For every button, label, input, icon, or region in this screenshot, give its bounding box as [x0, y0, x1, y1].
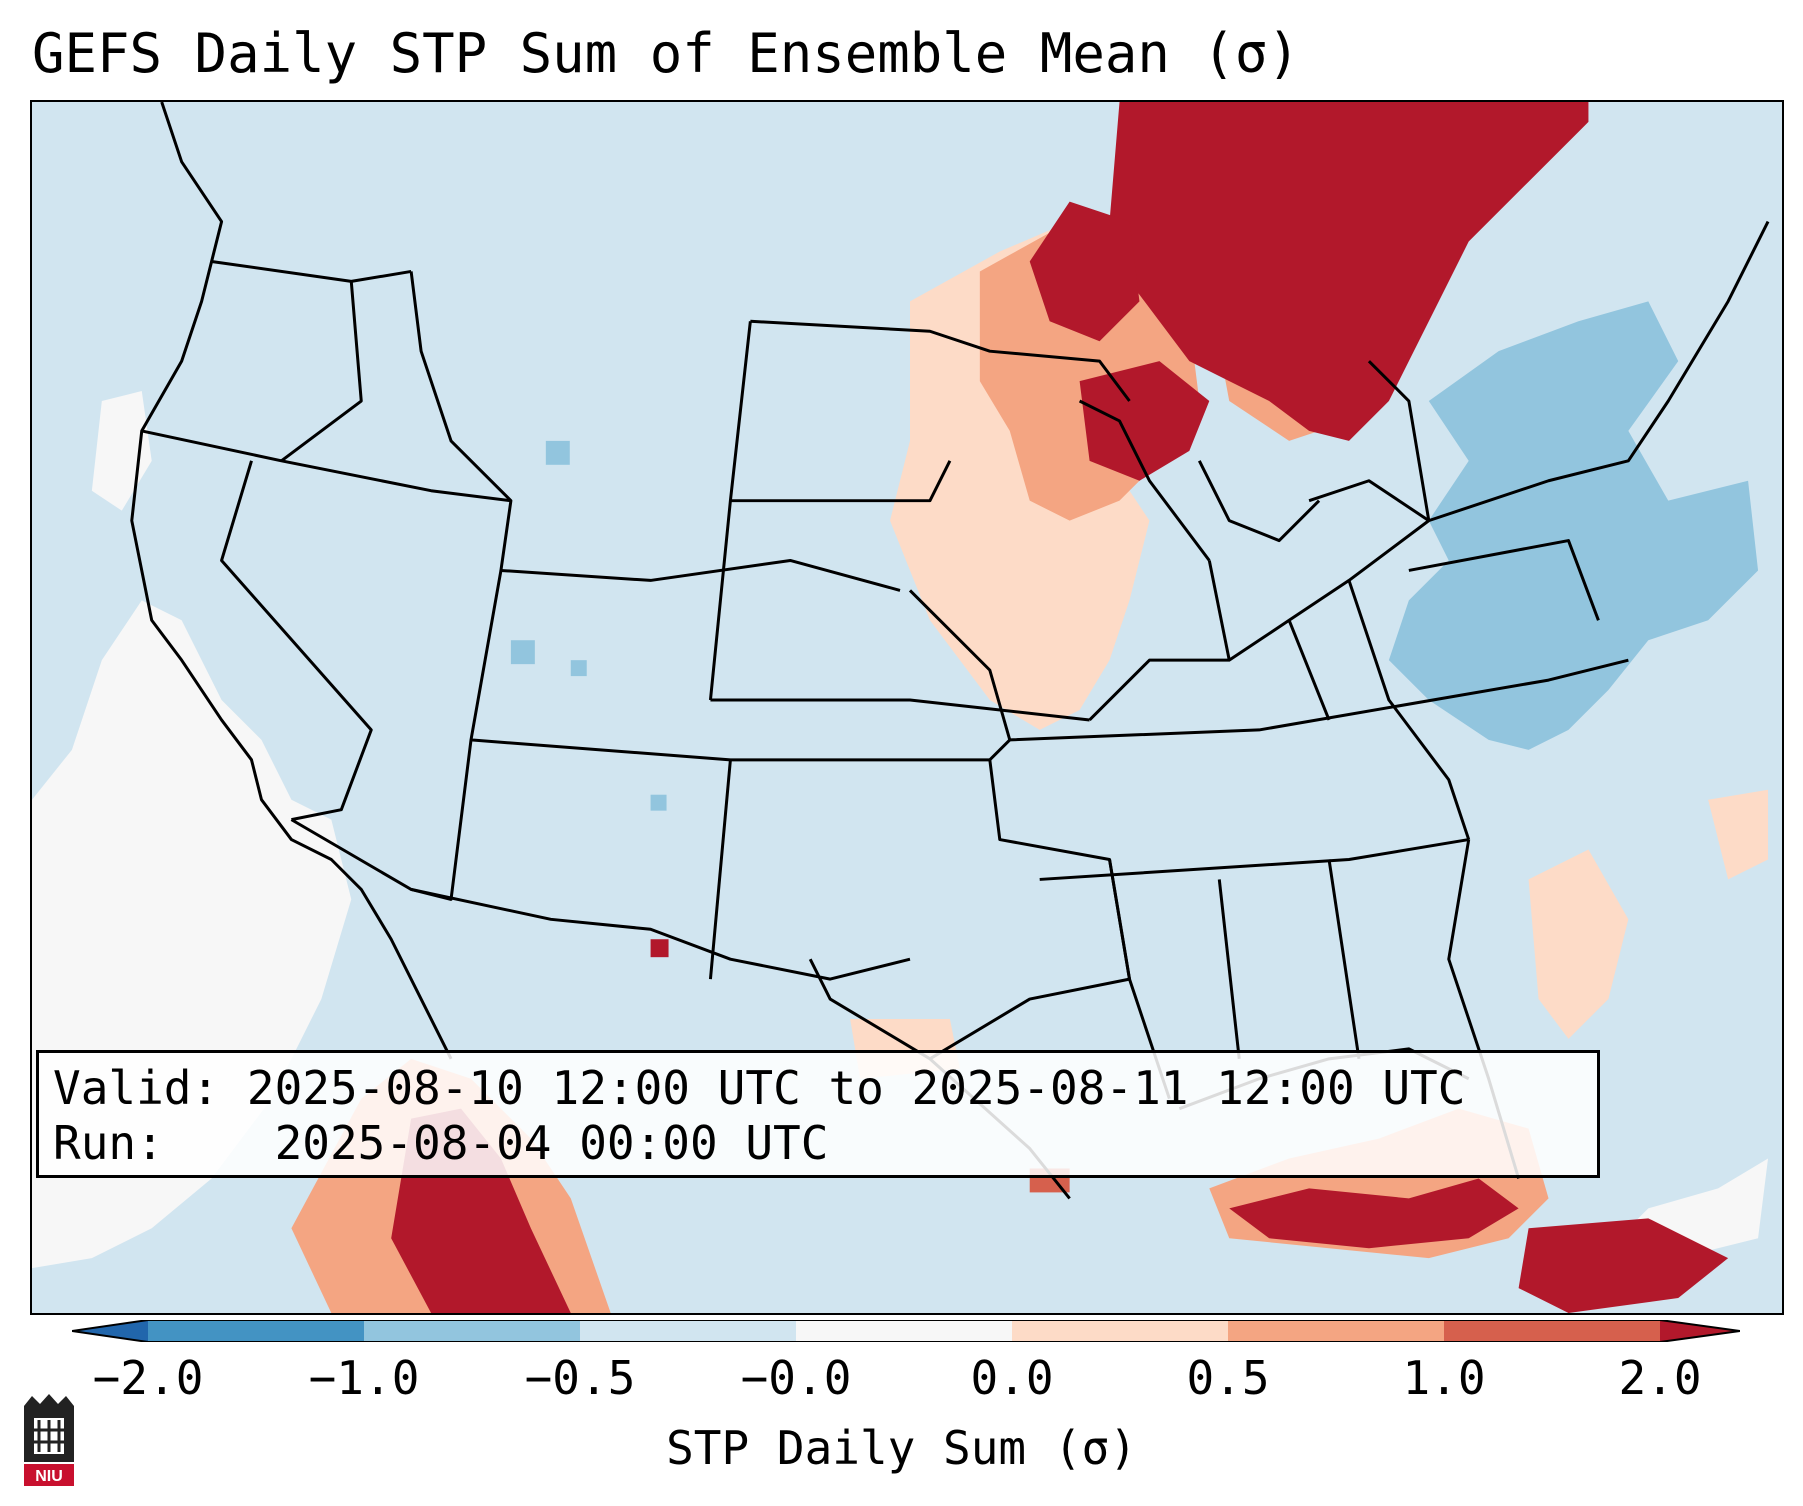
logo-text: NIU — [35, 1468, 63, 1485]
run-row: Run: 2025-08-04 00:00 UTC — [53, 1116, 1583, 1171]
colorbar-tick: −2.0 — [92, 1351, 204, 1405]
run-label: Run: — [53, 1116, 164, 1170]
boundaries — [130, 102, 1770, 1200]
niu-logo: NIU — [24, 1394, 74, 1486]
valid-row: Valid: 2025-08-10 12:00 UTC to 2025-08-1… — [53, 1061, 1583, 1116]
colorbar — [72, 1320, 1740, 1342]
valid-time-box: Valid: 2025-08-10 12:00 UTC to 2025-08-1… — [36, 1050, 1600, 1178]
colorbar-tick: −0.0 — [740, 1351, 852, 1405]
colorbar-bin — [580, 1320, 796, 1342]
colorbar-ticks: −2.0 −1.0 −0.5 −0.0 0.0 0.5 1.0 2.0 — [0, 1350, 1803, 1410]
colorbar-label: STP Daily Sum (σ) — [666, 1421, 1137, 1475]
colorbar-bin — [1444, 1320, 1660, 1342]
colorbar-tick: 1.0 — [1402, 1351, 1486, 1405]
colorbar-tick: 0.0 — [970, 1351, 1054, 1405]
colorbar-under-arrow — [72, 1320, 148, 1342]
valid-value: 2025-08-10 12:00 UTC to 2025-08-11 12:00… — [246, 1061, 1466, 1115]
colorbar-over-arrow — [1660, 1320, 1740, 1342]
colorbar-tick: 2.0 — [1618, 1351, 1702, 1405]
colorbar-tick: 0.5 — [1186, 1351, 1270, 1405]
colorbar-bin — [796, 1320, 1012, 1342]
colorbar-tick: −0.5 — [524, 1351, 636, 1405]
valid-label: Valid: — [53, 1061, 220, 1115]
colorbar-bin — [1228, 1320, 1444, 1342]
colorbar-tick: −1.0 — [308, 1351, 420, 1405]
run-value: 2025-08-04 00:00 UTC — [274, 1116, 829, 1170]
chart-title: GEFS Daily STP Sum of Ensemble Mean (σ) — [32, 22, 1300, 85]
negative-region-northeast — [510, 301, 1759, 811]
colorbar-bin — [364, 1320, 580, 1342]
colorbar-bin — [148, 1320, 364, 1342]
high-region-great-lakes — [1029, 102, 1589, 481]
colorbar-bin — [1012, 1320, 1228, 1342]
